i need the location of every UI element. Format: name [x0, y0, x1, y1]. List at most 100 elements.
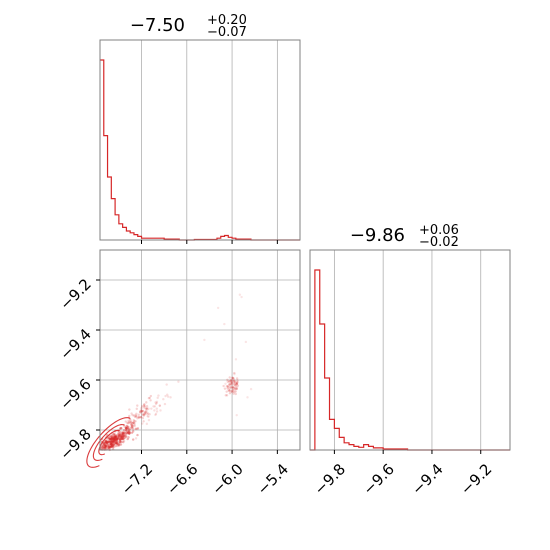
scatter-point [123, 431, 126, 434]
y-tick-label: −9.4 [56, 325, 94, 363]
scatter-point [131, 430, 135, 433]
scatter-point [139, 415, 143, 419]
plot-frame [99, 249, 301, 451]
scatter-point [121, 435, 124, 438]
scatter-point [113, 432, 116, 436]
scatter-point [229, 386, 233, 389]
scatter-point [118, 438, 122, 441]
scatter-point [133, 420, 136, 423]
scatter-point [223, 387, 227, 390]
scatter-point [228, 380, 231, 383]
scatter-point [126, 427, 130, 431]
scatter-point [143, 412, 147, 416]
scatter-point [109, 444, 113, 447]
scatter-point [145, 411, 149, 414]
scatter-point [230, 390, 233, 393]
scatter-point [121, 436, 124, 440]
title-minus: −0.07 [207, 25, 247, 40]
scatter-point [235, 382, 239, 386]
scatter-point [231, 389, 234, 392]
scatter-point [120, 436, 123, 439]
scatter-point [129, 427, 132, 431]
scatter-point [110, 442, 114, 445]
title-value: −9.86 [350, 225, 405, 246]
scatter-point [113, 434, 117, 437]
scatter-point [110, 445, 113, 448]
scatter-point [130, 421, 133, 424]
scatter-point [128, 431, 132, 434]
scatter-point [109, 445, 112, 448]
scatter-point [127, 432, 131, 435]
scatter-point [162, 397, 165, 401]
scatter-point [107, 445, 111, 448]
scatter-point [100, 444, 104, 448]
scatter-point [131, 438, 135, 441]
scatter-point [116, 436, 120, 440]
scatter-point [108, 440, 112, 443]
scatter-point [234, 358, 238, 361]
scatter-point [133, 424, 136, 428]
scatter-point [140, 410, 143, 413]
scatter-point [115, 436, 118, 440]
histogram-panel-param-2: −9.8 −9.6 −9.4 −9.2 −9.86 +0.06 −0.02 [309, 223, 511, 499]
scatter-point [113, 438, 116, 441]
scatter-point [126, 437, 129, 441]
scatter-point [233, 388, 237, 391]
scatter-point [118, 440, 122, 444]
scatter-point [112, 443, 116, 446]
scatter-point [137, 416, 140, 419]
scatter-point [156, 396, 159, 400]
scatter-point [116, 438, 119, 441]
scatter-point [142, 403, 146, 406]
scatter-point [236, 384, 240, 387]
scatter-point [128, 414, 131, 418]
scatter-point [128, 432, 131, 435]
scatter-point [111, 445, 114, 449]
scatter-point [103, 441, 106, 445]
title-plus: +0.20 [207, 13, 247, 28]
scatter-point [233, 371, 236, 375]
scatter-point [127, 425, 130, 429]
scatter-point [115, 437, 119, 441]
scatter-point [113, 436, 116, 440]
scatter-point [139, 416, 143, 419]
contour-line [98, 429, 120, 456]
scatter-point [122, 433, 125, 436]
scatter-panel-param-1-vs-2: −7.2 −6.6 −6.0 −5.4 −9.2 −9.4 −9.6 −9.8 [56, 249, 301, 499]
scatter-point [119, 426, 123, 430]
scatter-point [145, 404, 149, 408]
x-tick-label: −6.0 [208, 460, 246, 498]
scatter-point [120, 440, 123, 444]
scatter-point [103, 444, 106, 447]
scatter-point [114, 441, 117, 444]
scatter-point [104, 440, 108, 444]
scatter-point [116, 444, 119, 447]
scatter-point [117, 444, 120, 447]
contour-line [92, 424, 125, 461]
scatter-point [116, 440, 119, 444]
scatter-point [101, 444, 105, 447]
scatter-point [115, 441, 119, 444]
scatter-point [130, 426, 133, 429]
scatter-point [228, 385, 231, 389]
scatter-point [120, 434, 124, 437]
scatter-point [115, 439, 118, 442]
scatter-point [121, 432, 125, 435]
scatter-point [124, 431, 128, 434]
scatter-point [117, 434, 120, 438]
scatter-point [125, 424, 129, 428]
scatter-point [230, 390, 233, 393]
scatter-point [113, 438, 116, 441]
scatter-point [104, 440, 108, 443]
scatter-point [109, 437, 112, 441]
scatter-point [111, 438, 114, 441]
scatter-point [124, 429, 128, 432]
scatter-point [102, 446, 105, 449]
scatter-point [118, 437, 121, 440]
scatter-point [104, 446, 107, 449]
scatter-point [144, 407, 148, 410]
scatter-point [131, 422, 134, 425]
scatter-point [128, 421, 131, 425]
x-tick-label: −9.8 [311, 460, 349, 498]
scatter-point [225, 394, 229, 397]
